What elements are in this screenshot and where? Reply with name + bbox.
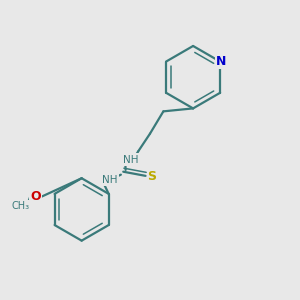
Text: NH: NH <box>102 175 118 185</box>
Text: O: O <box>30 190 41 202</box>
Text: NH: NH <box>123 154 138 164</box>
Text: CH₃: CH₃ <box>12 202 30 212</box>
Text: N: N <box>216 55 226 68</box>
Text: S: S <box>148 170 157 183</box>
